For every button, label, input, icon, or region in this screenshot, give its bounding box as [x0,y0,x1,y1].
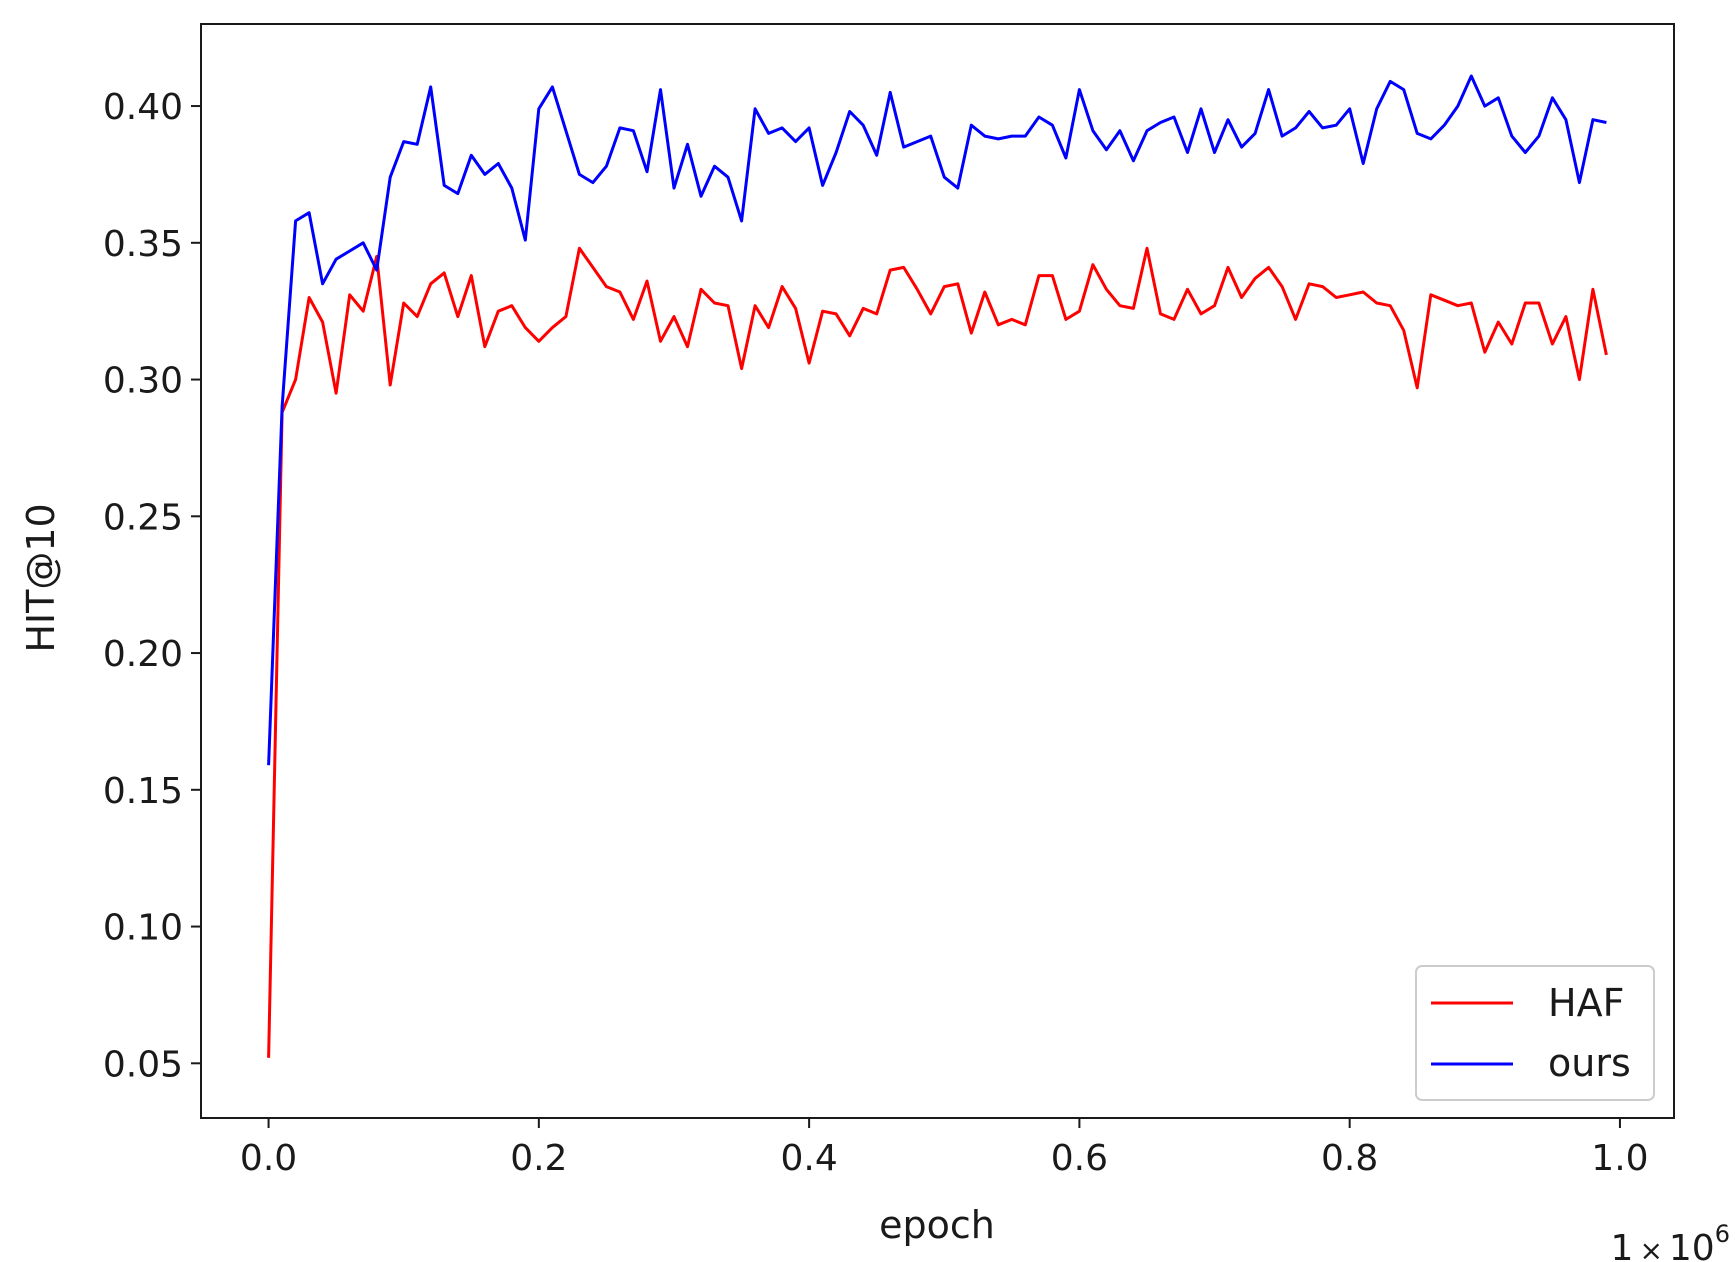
series-line-ours [267,74,1607,766]
y-axis-label: HIT@10 [19,503,63,652]
x-axis-ticks: 0.0 0.2 0.4 0.6 0.8 1.0 [240,1118,1649,1179]
y-tick-label: 0.30 [103,361,183,402]
legend-label-ours: ours [1548,1041,1631,1085]
y-tick-label: 0.20 [103,634,183,675]
x-tick-label: 1.0 [1591,1138,1648,1179]
y-tick-label: 0.25 [103,497,183,538]
offset-exponent: 6 [1715,1220,1730,1248]
x-tick-label: 0.6 [1051,1138,1108,1179]
offset-power: 10 [1669,1228,1715,1262]
x-axis-offset-label: 1 × 106 [1611,1220,1730,1262]
x-axis-label: epoch [879,1203,995,1247]
x-tick-label: 0.0 [240,1138,297,1179]
series-line-haf [267,246,1608,1058]
y-tick-label: 0.10 [103,908,183,949]
y-tick-label: 0.05 [103,1044,183,1085]
plot-area-frame [200,23,1675,1119]
x-tick-label: 0.2 [510,1138,567,1179]
legend-label-haf: HAF [1548,981,1624,1025]
legend: HAF ours [1415,965,1655,1101]
legend-frame [1415,965,1655,1101]
y-tick-label: 0.35 [103,224,183,265]
y-tick-label: 0.40 [103,87,183,128]
offset-base: 1 [1611,1228,1634,1262]
series-layer [267,74,1608,1058]
offset-times: × [1639,1234,1662,1262]
y-axis-ticks: 0.05 0.10 0.15 0.20 0.25 0.30 0.35 0.40 [103,87,201,1085]
y-tick-label: 0.15 [103,771,183,812]
x-tick-label: 0.8 [1321,1138,1378,1179]
x-tick-label: 0.4 [780,1138,837,1179]
